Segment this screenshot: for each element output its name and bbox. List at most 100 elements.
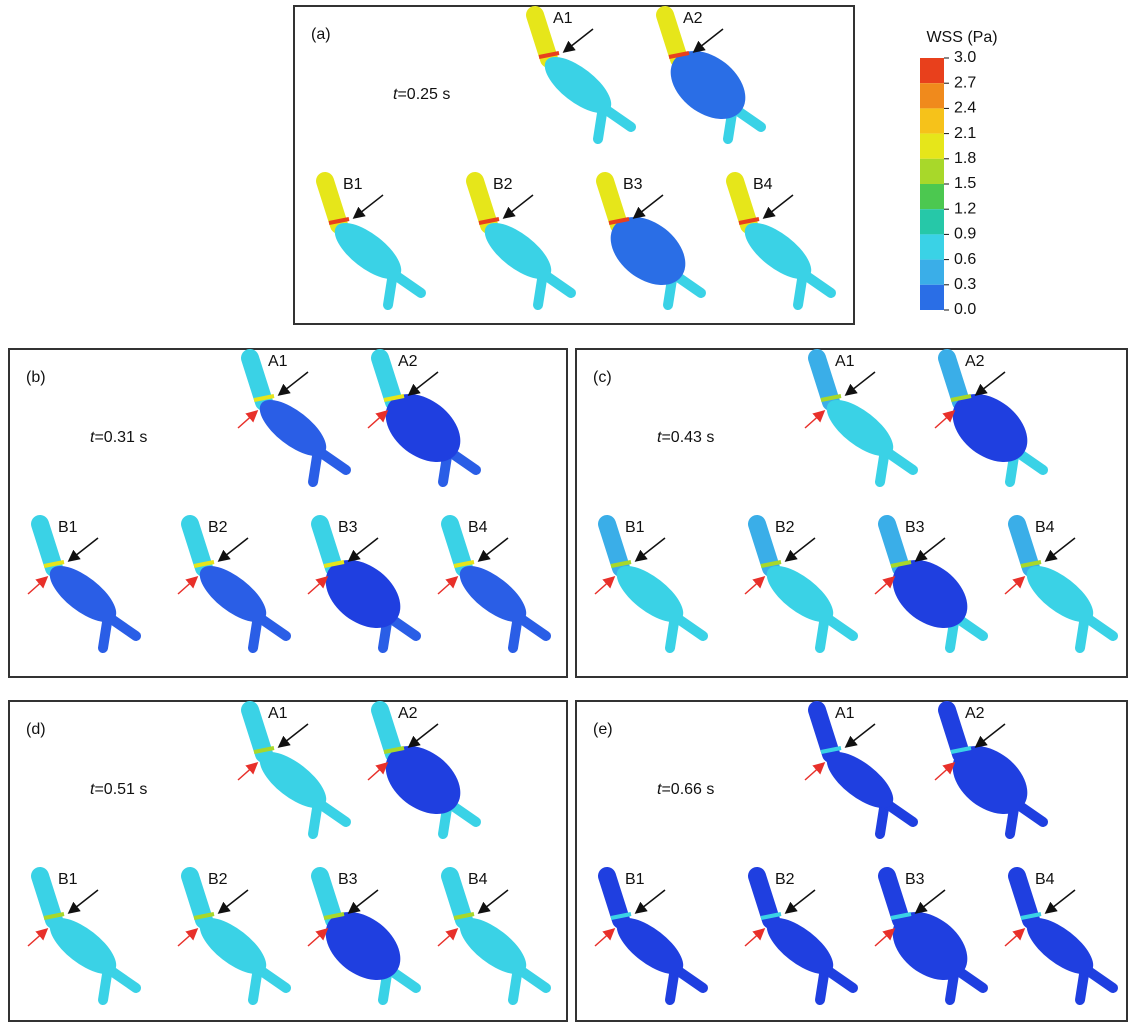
black-arrow	[70, 538, 98, 560]
vessel-neck	[605, 181, 619, 225]
black-arrow	[847, 372, 875, 394]
model-label: B2	[493, 176, 513, 193]
black-arrow	[350, 890, 378, 912]
red-arrow	[178, 930, 196, 946]
vessel-neck	[250, 710, 264, 754]
model-label: A1	[553, 10, 573, 27]
panel: (b)t=0.31 sA1A2B1B2B3B4	[9, 349, 567, 677]
vessel-model: B1	[325, 176, 421, 305]
vessel-model: B2	[745, 871, 853, 1000]
vessel-branch	[520, 618, 546, 636]
vessel-model: B1	[595, 519, 703, 648]
black-arrow	[280, 724, 308, 746]
vessel-model: B2	[475, 176, 571, 305]
vessel-model: B2	[178, 871, 286, 1000]
vessel-branch	[827, 970, 853, 988]
time-value: =0.43 s	[661, 429, 714, 446]
time-value: =0.25 s	[397, 86, 450, 103]
vessel-neck	[535, 15, 549, 59]
model-label: B4	[753, 176, 773, 193]
vessel-branch	[110, 618, 136, 636]
vessel-branch	[320, 452, 346, 470]
vessel-neck	[190, 524, 204, 568]
red-arrow	[438, 930, 456, 946]
vessel-neck	[947, 710, 961, 754]
model-label: A2	[965, 705, 985, 722]
colorbar-tick-label: 1.5	[954, 175, 976, 192]
vessel-model: B3	[308, 871, 416, 1000]
model-label: B1	[343, 176, 363, 193]
model-label: B4	[1035, 871, 1055, 888]
black-arrow	[695, 29, 723, 51]
vessel-model: A2	[368, 705, 476, 834]
black-arrow	[977, 724, 1005, 746]
vessel-model: A1	[238, 353, 346, 482]
vessel-neck	[757, 876, 771, 920]
colorbar-segment	[920, 108, 944, 133]
colorbar-segment	[920, 209, 944, 234]
vessel-model: A1	[238, 705, 346, 834]
vessel-branch	[260, 618, 286, 636]
vessel-branch	[545, 275, 571, 293]
vessel-branch	[320, 804, 346, 822]
vessel-branch	[677, 970, 703, 988]
red-arrow	[805, 412, 823, 428]
colorbar-tick-label: 0.6	[954, 251, 976, 268]
vessel-neck	[380, 358, 394, 402]
red-arrow	[935, 412, 953, 428]
vessel-neck	[40, 876, 54, 920]
vessel-branch	[1087, 618, 1113, 636]
red-arrow	[875, 578, 893, 594]
colorbar-tick-label: 0.9	[954, 226, 976, 243]
vessel-branch	[887, 804, 913, 822]
red-arrow	[805, 764, 823, 780]
panel-border	[576, 349, 1127, 677]
colorbar-title: WSS (Pa)	[926, 29, 997, 46]
vessel-model: A2	[935, 705, 1043, 834]
model-label: B4	[1035, 519, 1055, 536]
figure: WSS (Pa) 3.02.72.42.11.81.51.20.90.60.30…	[0, 0, 1130, 1024]
model-label: A1	[835, 353, 855, 370]
black-arrow	[765, 195, 793, 217]
time-label: t=0.43 s	[657, 429, 714, 446]
vessel-model: B4	[735, 176, 831, 305]
black-arrow	[480, 890, 508, 912]
vessel-branch	[260, 970, 286, 988]
panel-label: (d)	[26, 721, 46, 738]
vessel-model: B3	[875, 871, 983, 1000]
vessel-model: A2	[368, 353, 476, 482]
page: WSS (Pa) 3.02.72.42.11.81.51.20.90.60.30…	[0, 0, 1130, 1029]
red-arrow	[1005, 578, 1023, 594]
vessel-neck	[947, 358, 961, 402]
red-arrow	[745, 930, 763, 946]
colorbar-tick-label: 2.4	[954, 100, 976, 117]
vessel-model: A1	[805, 705, 913, 834]
black-arrow	[565, 29, 593, 51]
red-arrow	[308, 578, 326, 594]
model-label: A1	[268, 353, 288, 370]
time-label: t=0.66 s	[657, 781, 714, 798]
vessel-neck	[607, 876, 621, 920]
colorbar-segment	[920, 159, 944, 184]
red-arrow	[368, 412, 386, 428]
panel: (c)t=0.43 sA1A2B1B2B3B4	[576, 349, 1127, 677]
vessel-neck	[450, 876, 464, 920]
black-arrow	[847, 724, 875, 746]
model-label: A2	[965, 353, 985, 370]
black-arrow	[350, 538, 378, 560]
vessel-branch	[677, 618, 703, 636]
model-label: A2	[398, 705, 418, 722]
time-label: t=0.51 s	[90, 781, 147, 798]
panel: (a)t=0.25 sA1A2B1B2B3B4	[294, 6, 854, 324]
black-arrow	[480, 538, 508, 560]
colorbar-segment	[920, 58, 944, 83]
red-arrow	[745, 578, 763, 594]
vessel-neck	[887, 524, 901, 568]
black-arrow	[635, 195, 663, 217]
black-arrow	[1047, 890, 1075, 912]
vessel-model: B4	[438, 519, 546, 648]
vessel-neck	[380, 710, 394, 754]
model-label: B3	[905, 519, 925, 536]
vessel-model: B3	[598, 176, 701, 305]
black-arrow	[410, 372, 438, 394]
